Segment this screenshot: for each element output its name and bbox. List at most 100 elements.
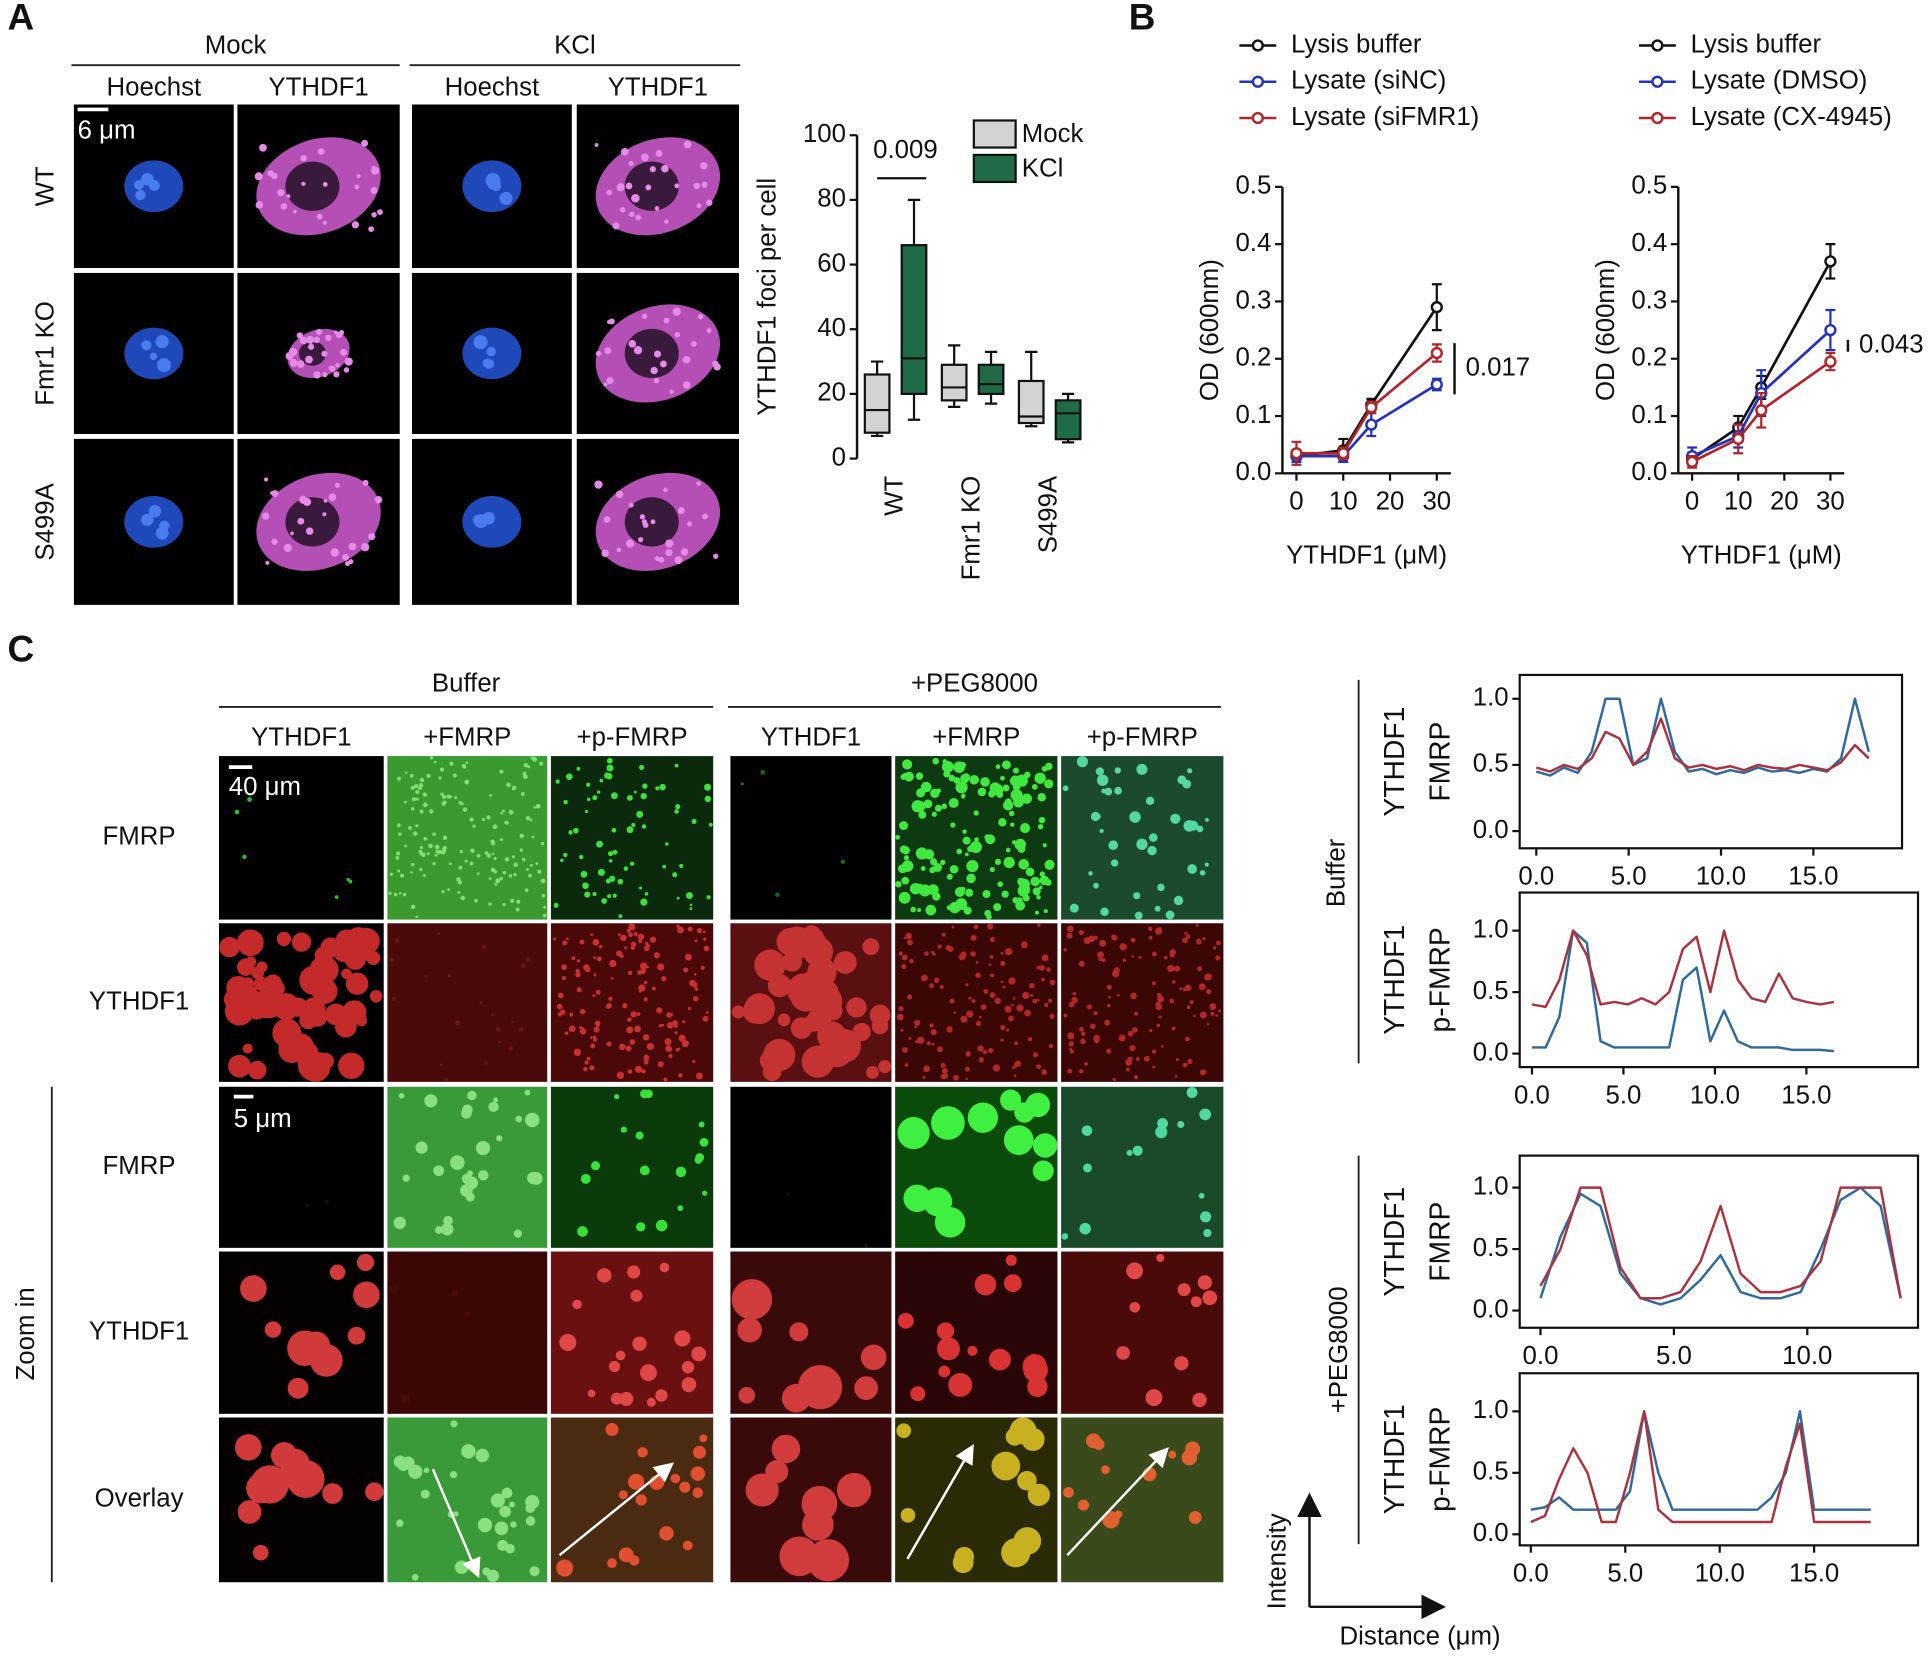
- puncta: [699, 1137, 709, 1147]
- puncta: [960, 773, 970, 784]
- puncta: [994, 997, 1001, 1005]
- puncta: [1148, 926, 1153, 932]
- speck: [712, 360, 719, 368]
- puncta: [967, 1345, 978, 1356]
- speck: [321, 350, 328, 357]
- puncta: [910, 906, 917, 913]
- speck: [677, 506, 685, 514]
- puncta: [618, 1490, 628, 1500]
- puncta: [612, 893, 617, 898]
- puncta: [457, 891, 461, 894]
- speck: [377, 209, 383, 216]
- puncta: [474, 898, 478, 903]
- puncta: [513, 862, 518, 868]
- puncta: [422, 802, 428, 808]
- puncta: [1061, 1233, 1069, 1240]
- puncta: [966, 873, 976, 884]
- puncta: [968, 996, 972, 1000]
- puncta: [529, 1566, 540, 1577]
- puncta: [704, 795, 712, 803]
- puncta: [982, 1049, 988, 1055]
- x-tick-label: 30: [1422, 488, 1451, 516]
- puncta: [345, 972, 369, 995]
- puncta: [686, 892, 693, 900]
- puncta: [1188, 1511, 1202, 1524]
- puncta: [593, 973, 597, 977]
- puncta: [628, 923, 636, 931]
- puncta: [1215, 1014, 1218, 1017]
- puncta: [569, 1012, 574, 1017]
- puncta: [450, 1155, 465, 1170]
- series-line: [1530, 1410, 1871, 1524]
- puncta: [224, 996, 254, 1026]
- puncta: [338, 1052, 365, 1079]
- puncta: [540, 878, 546, 884]
- spot: [155, 335, 169, 349]
- annotation: 0.009: [873, 136, 938, 164]
- puncta: [993, 903, 1002, 912]
- puncta: [1209, 1003, 1217, 1011]
- speck: [338, 330, 345, 336]
- puncta: [934, 804, 942, 812]
- puncta: [901, 954, 908, 961]
- puncta: [478, 1170, 489, 1181]
- puncta: [499, 769, 504, 774]
- puncta: [519, 1027, 524, 1032]
- puncta: [988, 963, 992, 967]
- puncta: [522, 771, 527, 776]
- series-label: YTHDF1: [1378, 925, 1410, 1035]
- puncta: [909, 958, 914, 964]
- puncta: [984, 909, 992, 917]
- series-line: [1296, 351, 1438, 455]
- speck: [696, 203, 702, 209]
- puncta: [633, 931, 638, 936]
- puncta: [922, 1075, 926, 1079]
- puncta: [499, 1505, 511, 1518]
- puncta: [1096, 774, 1109, 786]
- puncta: [967, 1102, 999, 1133]
- puncta: [270, 1442, 298, 1469]
- puncta: [683, 967, 689, 973]
- puncta: [428, 843, 433, 849]
- puncta: [827, 1028, 862, 1063]
- speck: [665, 549, 673, 557]
- puncta: [505, 821, 509, 825]
- puncta: [1200, 1211, 1212, 1223]
- speck: [368, 532, 376, 541]
- puncta: [410, 807, 415, 811]
- puncta: [1182, 1062, 1188, 1068]
- puncta: [936, 1322, 955, 1340]
- puncta: [618, 933, 621, 936]
- puncta: [576, 766, 581, 771]
- puncta: [840, 859, 846, 864]
- puncta: [731, 1279, 773, 1320]
- puncta: [987, 923, 994, 930]
- speck: [628, 502, 634, 508]
- speck: [333, 330, 338, 335]
- puncta: [636, 810, 644, 818]
- speck: [356, 174, 361, 179]
- puncta: [1063, 1487, 1074, 1498]
- puncta: [1148, 935, 1153, 940]
- series-line: [1535, 697, 1870, 777]
- profile-axis-label: Distance (μm): [1340, 1622, 1501, 1650]
- puncta: [461, 1444, 476, 1459]
- puncta: [978, 1057, 984, 1063]
- puncta: [1068, 1041, 1074, 1047]
- puncta: [1004, 798, 1012, 806]
- legend-swatch: [972, 153, 1017, 184]
- spot: [482, 358, 493, 368]
- puncta: [426, 773, 431, 779]
- y-tick-label: 0.3: [1631, 286, 1667, 314]
- puncta: [393, 1216, 406, 1230]
- y-tick-label: 0.0: [1473, 816, 1509, 844]
- puncta: [476, 872, 480, 875]
- puncta: [1198, 983, 1206, 991]
- puncta: [989, 937, 995, 943]
- puncta: [692, 1487, 704, 1498]
- puncta: [651, 986, 656, 991]
- puncta: [409, 773, 414, 778]
- puncta: [771, 1434, 801, 1464]
- puncta: [965, 1077, 968, 1081]
- puncta: [960, 951, 967, 958]
